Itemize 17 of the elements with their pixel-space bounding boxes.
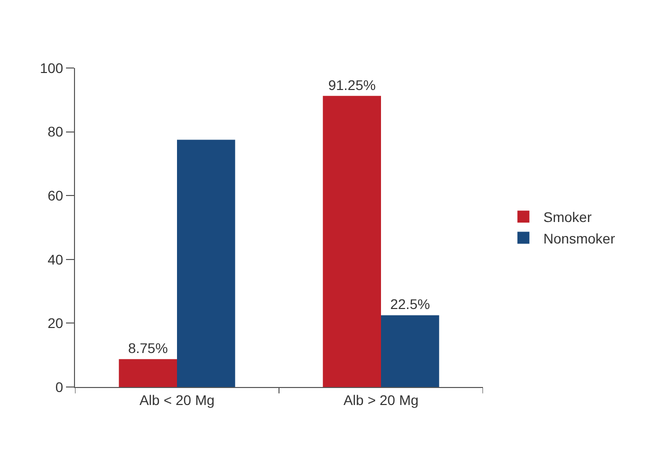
y-tick-label: 0 — [55, 378, 64, 395]
data-label: 8.75% — [128, 340, 168, 356]
y-tick-label: 100 — [40, 60, 64, 76]
data-label: 91.25% — [328, 76, 376, 93]
bar — [118, 359, 177, 387]
x-tick-label: Alb > 20 Mg — [343, 392, 419, 408]
y-tick-label: 60 — [48, 188, 64, 204]
legend-label: Smoker — [543, 209, 592, 226]
data-label: 22.5% — [390, 296, 430, 312]
bar — [322, 96, 381, 387]
y-tick-label: 20 — [48, 315, 64, 332]
x-tick-label: Alb < 20 Mg — [139, 392, 215, 408]
bar — [177, 140, 236, 387]
legend-label: Nonsmoker — [543, 230, 616, 246]
y-tick-label: 80 — [48, 124, 64, 140]
bar — [381, 315, 440, 387]
y-tick-label: 40 — [48, 251, 64, 268]
